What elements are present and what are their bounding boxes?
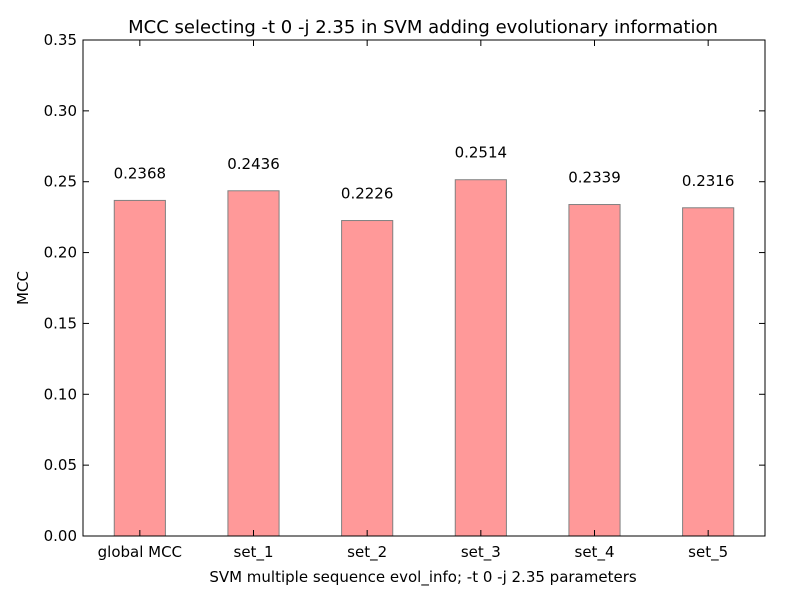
y-tick-label: 0.00 — [44, 527, 77, 545]
bar — [341, 220, 394, 537]
bar — [454, 179, 507, 537]
x-tick-label: set_1 — [234, 543, 274, 562]
bar — [682, 207, 735, 537]
x-axis-label: SVM multiple sequence evol_info; -t 0 -j… — [209, 568, 637, 587]
y-tick-label: 0.10 — [44, 385, 77, 403]
bar — [113, 199, 166, 537]
y-tick-label: 0.20 — [44, 244, 77, 262]
y-axis: 0.00 0.05 0.10 0.15 0.20 0.25 0.30 0.35 — [44, 31, 765, 545]
y-tick-label: 0.25 — [44, 173, 77, 191]
y-tick-label: 0.30 — [44, 102, 77, 120]
bar-value-label: 0.2368 — [114, 164, 167, 182]
chart-title: MCC selecting -t 0 -j 2.35 in SVM adding… — [128, 17, 718, 38]
bar-value-label: 0.2316 — [682, 172, 735, 190]
x-axis: global MCC set_1 set_2 set_3 set_4 set_5 — [98, 40, 728, 562]
y-tick-label: 0.05 — [44, 456, 77, 474]
x-tick-label: set_4 — [575, 543, 615, 562]
bar-value-label: 0.2339 — [568, 169, 621, 187]
bars-group — [113, 179, 735, 537]
bar — [227, 190, 280, 537]
bar — [568, 204, 621, 537]
plot-frame — [82, 39, 766, 537]
y-tick-label: 0.15 — [44, 314, 77, 332]
bar-value-label: 0.2436 — [227, 155, 280, 173]
bar-value-label: 0.2226 — [341, 185, 394, 203]
bar-value-label: 0.2514 — [455, 144, 508, 162]
y-axis-label: MCC — [14, 271, 32, 305]
x-tick-label: set_3 — [461, 543, 501, 562]
x-tick-label: set_2 — [347, 543, 387, 562]
x-tick-label: global MCC — [98, 543, 182, 561]
y-tick-label: 0.35 — [44, 31, 77, 49]
data-labels-group: 0.2368 0.2436 0.2226 0.2514 0.2339 0.2316 — [114, 144, 735, 203]
x-tick-label: set_5 — [688, 543, 728, 562]
